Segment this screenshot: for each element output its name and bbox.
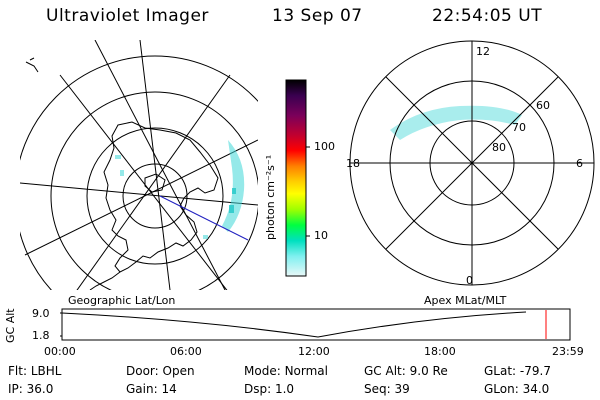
timeline-xtick: 12:00: [298, 345, 330, 358]
lat-circles: [20, 55, 258, 290]
mlat-60-label: 60: [536, 99, 550, 112]
info-gc-alt: GC Alt: 9.0 Re: [364, 364, 448, 378]
aurora-core: [229, 188, 236, 213]
altitude-curve: [61, 311, 527, 338]
info-dsp: Dsp: 1.0: [244, 382, 295, 396]
info-door: Door: Open: [126, 364, 195, 378]
date-label: 13 Sep 07: [272, 6, 363, 26]
gc-alt-timeline: [60, 308, 571, 341]
colorbar-tick-10: 10: [314, 229, 328, 242]
info-flt: Flt: LBHL: [8, 364, 62, 378]
peninsula: [89, 271, 121, 290]
mlat-80-label: 80: [492, 141, 506, 154]
subsatellite-track: [159, 195, 249, 241]
info-glon: GLon: 34.0: [484, 382, 550, 396]
aurora-right: [390, 105, 522, 140]
info-ip: IP: 36.0: [8, 382, 54, 396]
mlat-70-label: 70: [512, 121, 526, 134]
timeline-xtick: 06:00: [170, 345, 202, 358]
colorbar-unit: photon cm⁻²s⁻¹: [264, 154, 277, 240]
mlt-18-label: 18: [346, 157, 360, 170]
mlt-0-label: 0: [466, 274, 473, 287]
geographic-map: [20, 40, 258, 290]
geographic-map-label: Geographic Lat/Lon: [68, 294, 176, 307]
apex-map-label: Apex MLat/MLT: [424, 294, 507, 307]
time-label: 22:54:05 UT: [432, 6, 543, 26]
timeline-axis-label: GC Alt: [4, 308, 17, 343]
apex-polar-plot: [349, 40, 595, 286]
colorbar-tick-100: 100: [314, 140, 335, 153]
colorbar: [285, 79, 310, 277]
info-mode: Mode: Normal: [244, 364, 328, 378]
mlt-6-label: 6: [576, 157, 583, 170]
timeline-ytick-low: 1.8: [32, 329, 50, 342]
info-seq: Seq: 39: [364, 382, 410, 396]
aurora-oval: [115, 140, 245, 239]
info-glat: GLat: -79.7: [484, 364, 551, 378]
instrument-title: Ultraviolet Imager: [46, 6, 209, 26]
timeline-ytick-high: 9.0: [32, 307, 50, 320]
mlt-12-label: 12: [476, 45, 490, 58]
info-gain: Gain: 14: [126, 382, 177, 396]
south-america-tip: [25, 57, 39, 73]
ice-shelf: [144, 173, 166, 193]
timeline-xtick: 18:00: [424, 345, 456, 358]
lon-lines: [20, 40, 258, 290]
timeline-xtick: 00:00: [44, 345, 76, 358]
timeline-xtick: 23:59: [552, 345, 584, 358]
antarctica-coast: [103, 121, 219, 273]
